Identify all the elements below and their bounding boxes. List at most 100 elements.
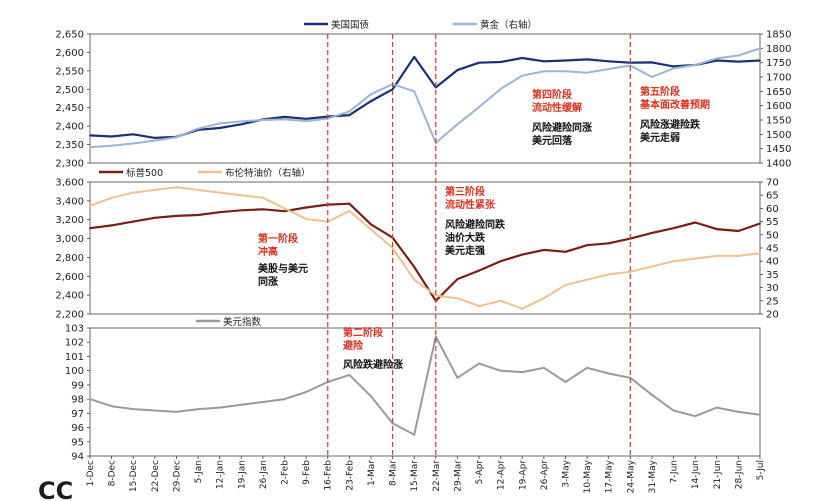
line-sp500-point [607, 242, 610, 245]
line-sp500-point [672, 227, 675, 230]
legend-label-spx: 标普500 [126, 167, 163, 179]
line-sp500-point [694, 221, 697, 224]
annotation-phase5: 第五阶段 基本面改善预期 风险涨避险跌 美元走弱 [639, 85, 710, 144]
x-tick-label: 5-Apr [475, 460, 485, 485]
left-tick-label: 96 [71, 423, 84, 434]
left-tick-label: 102 [65, 338, 84, 349]
panel-frame-3 [89, 327, 761, 457]
line-sp500-point [175, 215, 178, 217]
line-gold-point [478, 106, 480, 108]
phase3-desc-2: 油价大跌 [445, 231, 486, 244]
left-tick-label: 2,500 [55, 85, 84, 96]
line-us-treasury-point [715, 59, 718, 62]
phase1-desc-2: 同涨 [258, 275, 278, 288]
line-dollar-index [89, 335, 761, 436]
line-brent-oil-point [543, 297, 545, 300]
line-brent-oil-point [737, 255, 740, 257]
line-gold-point [694, 64, 697, 66]
right-tick-label: 55 [766, 217, 779, 228]
phase5-title: 第五阶段 [640, 85, 680, 98]
left-tick-label: 2,650 [55, 30, 84, 41]
x-tick-label: 8-Mar [389, 460, 399, 486]
line-us-treasury-point [413, 56, 416, 58]
line-gold [89, 47, 761, 149]
right-tick-label: 35 [766, 270, 779, 281]
line-dollar-index-point [521, 371, 524, 373]
x-tick-label: 28-Jun [734, 460, 744, 489]
x-tick-label: 1-Dec [86, 460, 96, 486]
line-dollar-index-point [153, 409, 156, 412]
line-us-treasury-point [153, 137, 156, 139]
phase1-desc-1: 美股与美元 [258, 262, 308, 275]
right-tick-label: 40 [766, 257, 779, 268]
left-tick-label: 2,800 [55, 253, 84, 264]
line-sp500-point [153, 216, 156, 219]
left-tick-label: 98 [71, 395, 84, 406]
line-dollar-index-point [132, 408, 135, 410]
line-brent-oil-point [370, 228, 372, 231]
left-tick-label: 99 [71, 380, 84, 391]
line-sp500-point [262, 208, 264, 211]
line-dollar-index-point [283, 398, 286, 400]
line-us-treasury-point [586, 58, 588, 61]
line-dollar-index-point [715, 406, 718, 409]
x-tick-label: 19-Jan [237, 460, 247, 489]
line-brent-oil-point [218, 191, 221, 194]
line-dollar-index-point [478, 362, 480, 365]
line-dollar-index-point [413, 433, 416, 436]
line-us-treasury-point [521, 57, 524, 59]
right-tick-label: 45 [766, 244, 779, 255]
annotation-phase2: 第二阶段 避险 风险跌避险涨 [342, 326, 403, 371]
line-sp500-point [715, 228, 718, 231]
line-us-treasury-point [89, 134, 91, 137]
line-sp500-point [586, 244, 588, 247]
line-sp500-point [456, 278, 459, 280]
x-tick-label: 16-Feb [324, 460, 334, 491]
line-sp500 [89, 202, 761, 302]
line-brent-oil-point [110, 196, 113, 199]
phase5-desc-2: 美元走弱 [640, 131, 680, 144]
line-brent-oil-point [413, 278, 416, 281]
line-brent-oil [89, 186, 761, 310]
line-gold-point [240, 120, 243, 123]
line-sp500-point [521, 253, 524, 256]
logo-text: CC [38, 477, 73, 501]
line-gold-point [607, 68, 610, 70]
x-tick-label: 17-May [605, 459, 615, 493]
line-sp500-point [305, 206, 307, 209]
line-brent-oil-point [694, 257, 697, 260]
legend-label-gold: 黄金（右轴） [480, 19, 537, 31]
x-tick-label: 9-Feb [302, 460, 312, 485]
x-tick-label: 24-May [626, 459, 636, 493]
line-sp500-point [89, 227, 91, 230]
line-us-treasury-point [391, 88, 394, 91]
phase4-title: 第四阶段 [532, 88, 572, 101]
left-tick-label: 103 [65, 324, 84, 335]
line-gold-point [759, 47, 761, 50]
line-gold-point [132, 142, 135, 145]
line-gold-point [218, 122, 221, 125]
line-brent-oil-point [651, 265, 653, 268]
line-us-treasury-point [672, 65, 675, 68]
line-gold-point [456, 123, 459, 126]
line-gold-point [262, 119, 264, 121]
line-us-treasury-point [240, 123, 243, 126]
left-tick-label: 2,600 [55, 48, 84, 59]
left-tick-label: 3,400 [55, 196, 84, 207]
line-us-treasury-point [456, 69, 459, 71]
x-tick-label: 19-Apr [518, 460, 528, 490]
line-brent-oil-point [175, 186, 178, 189]
line-gold-point [543, 70, 545, 73]
left-tick-label: 3,200 [55, 215, 84, 226]
right-tick-label: 60 [766, 204, 779, 215]
x-tick-label: 21-Jun [713, 460, 723, 489]
line-sp500-point [499, 260, 502, 263]
line-dollar-index-point [499, 369, 502, 372]
legend-label-treasury: 美国国债 [331, 19, 370, 31]
line-gold-point [564, 70, 567, 73]
line-gold-point [153, 139, 156, 142]
line-brent-oil-point [391, 247, 394, 249]
line-gold-point [521, 74, 524, 77]
x-tick-label: 26-Jan [259, 460, 269, 489]
